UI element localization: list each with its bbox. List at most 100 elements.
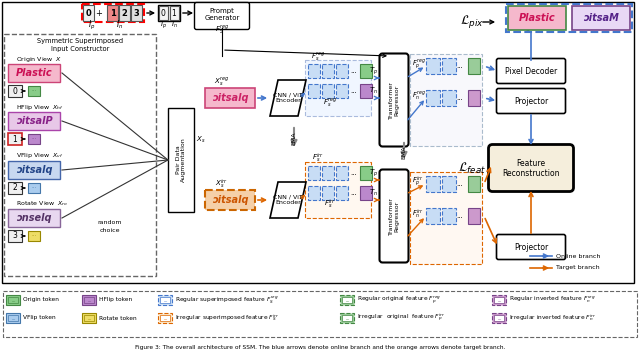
Bar (494, 315, 504, 321)
Text: ...: ... (164, 297, 168, 302)
Text: Irregular inverted feature $F_n^{irr}$: Irregular inverted feature $F_n^{irr}$ (509, 313, 596, 323)
Bar (28, 134, 40, 144)
Text: HFlip View  $X_{hf}$: HFlip View $X_{hf}$ (16, 103, 64, 111)
Text: ···: ··· (31, 137, 36, 142)
Bar (84, 297, 94, 303)
Text: Figure 3: The overall architecture of SSM. The blue arrows denote online branch : Figure 3: The overall architecture of SS… (135, 345, 505, 350)
Text: 1: 1 (13, 135, 17, 143)
Bar (442, 90, 456, 106)
Text: Plastic: Plastic (16, 68, 52, 78)
Text: Rotate View  $X_{ro}$: Rotate View $X_{ro}$ (16, 200, 68, 208)
Bar (205, 88, 255, 108)
Bar (492, 295, 506, 305)
Bar (508, 6, 566, 30)
Text: Plastic: Plastic (518, 13, 556, 23)
Text: Pair Data
Augmentation: Pair Data Augmentation (175, 138, 186, 182)
Text: ···: ··· (31, 88, 36, 93)
Text: $X_s^{irr}$: $X_s^{irr}$ (216, 178, 228, 191)
Text: $I_n$: $I_n$ (116, 19, 124, 31)
Bar (2, 2, 634, 283)
Bar (159, 6, 168, 20)
Text: ...: ... (351, 170, 357, 176)
Bar (322, 186, 334, 200)
Bar (410, 54, 482, 146)
Text: $T_n$: $T_n$ (369, 86, 378, 96)
Text: ...: ... (88, 297, 92, 302)
Bar (336, 64, 348, 78)
Bar (82, 313, 96, 323)
Text: CNN / ViT
Encoder: CNN / ViT Encoder (273, 195, 303, 206)
Text: Projector: Projector (514, 242, 548, 251)
Bar (308, 84, 320, 98)
Bar (468, 176, 480, 192)
Bar (494, 297, 504, 303)
Text: Symmetric Superimposed: Symmetric Superimposed (37, 38, 123, 44)
Text: ...: ... (456, 63, 463, 69)
Text: ...: ... (351, 88, 357, 94)
Text: $T_p$: $T_p$ (369, 65, 379, 77)
Text: Reconstruction: Reconstruction (502, 169, 560, 179)
Bar (160, 315, 170, 321)
Polygon shape (270, 182, 306, 218)
Text: Transformer
Regressor: Transformer Regressor (388, 81, 399, 119)
Text: ...: ... (88, 316, 92, 321)
Bar (160, 297, 170, 303)
Text: $T_n$: $T_n$ (369, 188, 378, 198)
Text: ...: ... (498, 316, 502, 321)
Bar (131, 5, 142, 21)
Text: Origin token: Origin token (23, 297, 59, 302)
Bar (360, 186, 372, 200)
Bar (4, 34, 156, 276)
Bar (468, 58, 480, 74)
Bar (360, 166, 372, 180)
Text: Transformer
Regressor: Transformer Regressor (388, 197, 399, 235)
Bar (308, 186, 320, 200)
Text: $X_s^{reg}$: $X_s^{reg}$ (214, 76, 230, 88)
Text: $F_s^{irr}$: $F_s^{irr}$ (324, 197, 336, 211)
Bar (426, 90, 440, 106)
Bar (342, 297, 352, 303)
Text: ɔitsaM: ɔitsaM (583, 13, 619, 23)
Bar (442, 58, 456, 74)
Text: ɔitsalq: ɔitsalq (212, 195, 248, 205)
Text: ...: ... (346, 297, 350, 302)
Bar (322, 166, 334, 180)
FancyBboxPatch shape (497, 235, 566, 260)
Bar (6, 295, 20, 305)
Bar (426, 58, 440, 74)
Bar (410, 172, 482, 264)
Text: $I_n$: $I_n$ (171, 20, 177, 30)
FancyBboxPatch shape (380, 169, 408, 262)
Text: ...: ... (456, 181, 463, 187)
Bar (308, 64, 320, 78)
Text: $\mathcal{L}_{feat}$: $\mathcal{L}_{feat}$ (458, 160, 486, 176)
Bar (158, 295, 172, 305)
Bar (8, 161, 60, 179)
Text: ɔitsalq: ɔitsalq (212, 93, 248, 103)
Text: Regular inverted feature $F_n^{reg}$: Regular inverted feature $F_n^{reg}$ (509, 295, 596, 305)
Text: 3: 3 (13, 231, 17, 240)
Bar (426, 176, 440, 192)
Text: $I_p$: $I_p$ (159, 19, 166, 31)
FancyBboxPatch shape (488, 144, 573, 191)
Text: $F_p^{irr}$: $F_p^{irr}$ (412, 175, 424, 189)
Text: ...: ... (351, 190, 357, 196)
Bar (3, 291, 637, 337)
Bar (336, 84, 348, 98)
Text: ...: ... (456, 213, 463, 219)
Bar (6, 313, 20, 323)
Bar (158, 313, 172, 323)
Text: ...: ... (346, 316, 350, 321)
Bar (8, 112, 60, 130)
Text: 0: 0 (161, 9, 165, 17)
Bar (340, 313, 354, 323)
Polygon shape (270, 80, 306, 116)
Bar (28, 86, 40, 96)
Text: Irregular  original  feature $F_p^{irr}$: Irregular original feature $F_p^{irr}$ (357, 312, 445, 324)
Bar (360, 84, 372, 98)
Text: Input Constructor: Input Constructor (51, 46, 109, 52)
Text: CNN / ViT
Encoder: CNN / ViT Encoder (273, 93, 303, 103)
Text: EMA: EMA (291, 131, 296, 145)
Bar (336, 166, 348, 180)
Text: Regular original feature $F_p^{reg}$: Regular original feature $F_p^{reg}$ (357, 294, 441, 306)
